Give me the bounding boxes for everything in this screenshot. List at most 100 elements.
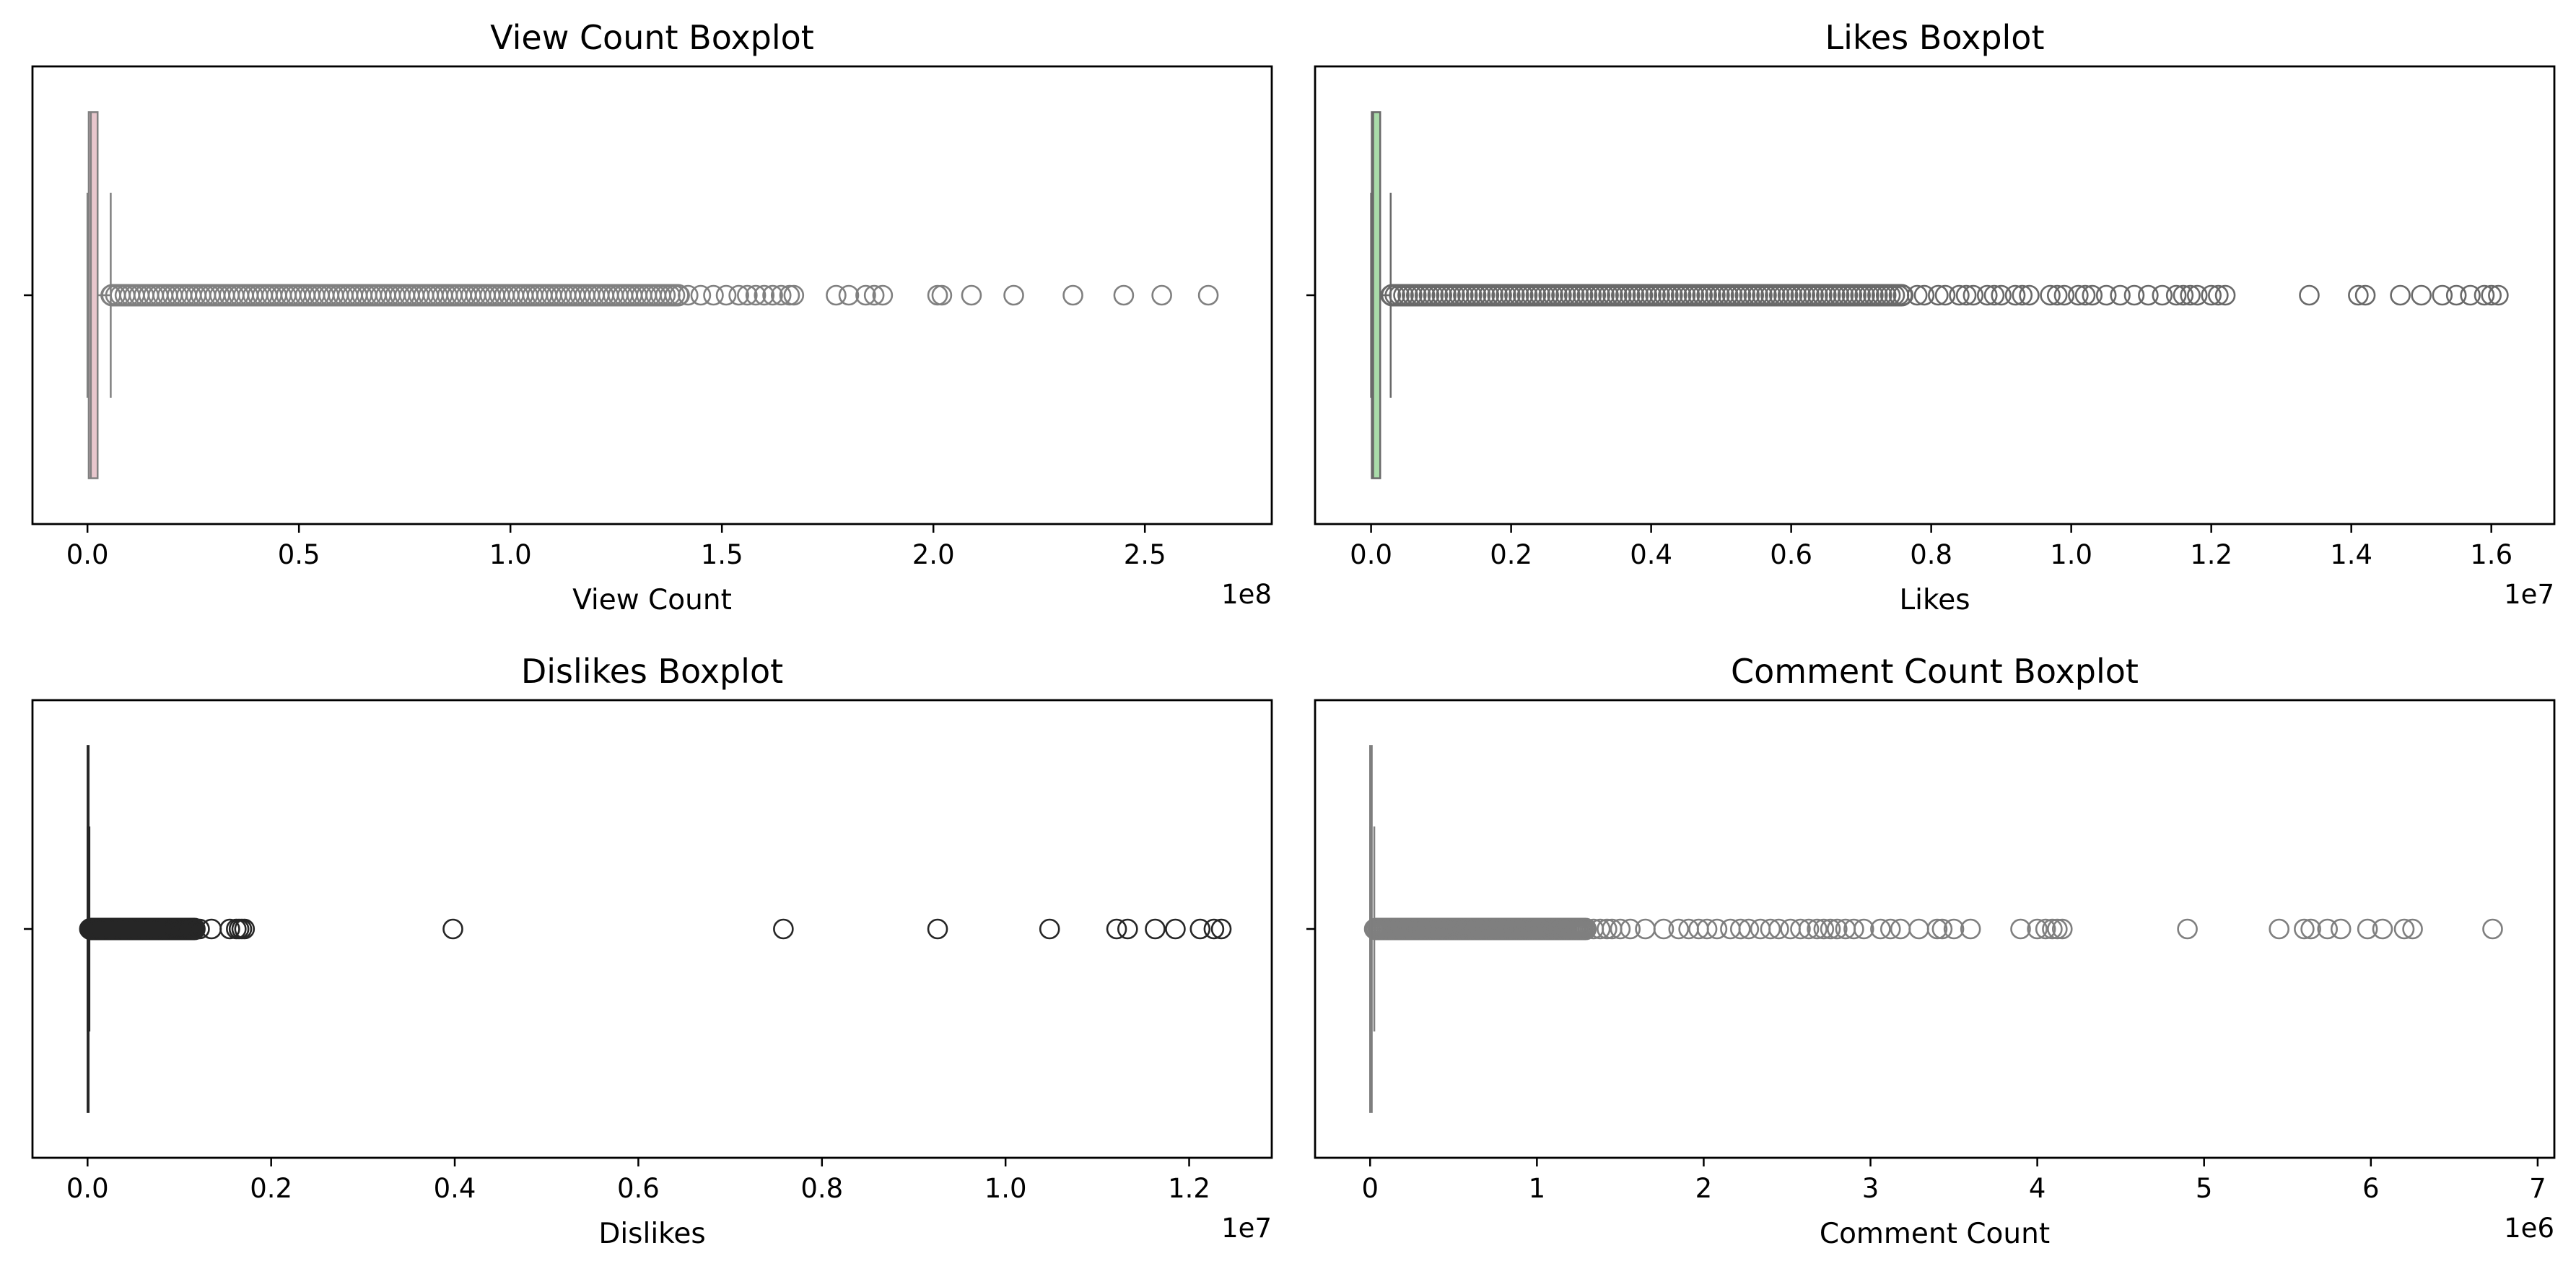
subplot-2: Likes Boxplot 0.0 0.2 0.4 0.6 0.8 1.0 1.2 1.4 1.6… — [1306, 18, 2556, 616]
outlier-point — [1113, 284, 1135, 306]
outlier-point — [2186, 284, 2208, 306]
x-tick-label: 1.0 — [489, 539, 532, 570]
outlier-point — [728, 284, 749, 306]
outlier-point — [2110, 284, 2131, 306]
outlier-point — [1906, 284, 1928, 306]
outlier-point — [1003, 284, 1024, 306]
x-tick-label: 5 — [2196, 1173, 2213, 1204]
outlier-point — [773, 918, 794, 940]
subplot-1: View Count Boxplot 0.0 0.5 1.0 1.5 2.0 2.5 View… — [24, 18, 1273, 616]
outlier-point — [234, 918, 256, 940]
outlier-point — [770, 284, 792, 306]
outlier-point — [1729, 918, 1751, 940]
outlier-point — [2445, 284, 2467, 306]
outlier-point — [2214, 284, 2236, 306]
x-tick-label: 1.2 — [2190, 539, 2232, 570]
outlier-point — [715, 284, 737, 306]
x-tick-label: 0.2 — [1490, 539, 1532, 570]
outlier-point — [189, 918, 210, 940]
outlier-point — [678, 284, 699, 306]
outlier-point — [2068, 284, 2089, 306]
outlier-point — [1189, 918, 1211, 940]
outlier-point — [1039, 918, 1060, 940]
x-offset-label: 1e8 — [1221, 579, 1272, 610]
outlier-point — [931, 284, 953, 306]
outlier-point — [2317, 918, 2339, 940]
x-axis-label: Dislikes — [598, 1218, 705, 1250]
outlier-point — [184, 918, 206, 940]
outlier-point — [2035, 918, 2056, 940]
outlier-point — [1931, 918, 1953, 940]
outlier-point — [1589, 918, 1611, 940]
outlier-point — [2330, 918, 2352, 940]
outlier-point — [2138, 284, 2159, 306]
x-tick-label: 2.0 — [912, 539, 955, 570]
outlier-point — [1960, 918, 1981, 940]
outlier-point — [2402, 918, 2423, 940]
outlier-point — [2082, 284, 2103, 306]
outlier-point — [2393, 918, 2415, 940]
outlier-point — [1610, 918, 1631, 940]
x-tick-label: 1.5 — [701, 539, 743, 570]
outlier-point — [1790, 918, 1811, 940]
outlier-point — [442, 918, 463, 940]
outlier-point — [1203, 918, 1225, 940]
outlier-point — [1668, 918, 1690, 940]
x-offset-label: 1e7 — [1221, 1213, 1272, 1244]
subplot-title: Likes Boxplot — [1825, 18, 2045, 57]
outlier-point — [2432, 284, 2453, 306]
outlier-point — [1835, 918, 1856, 940]
outlier-point — [2488, 284, 2509, 306]
x-tick-label: 0.4 — [1630, 539, 1672, 570]
outlier-point — [1949, 284, 1970, 306]
outlier-point — [754, 284, 775, 306]
outlier-point — [1820, 918, 1841, 940]
outlier-point — [2201, 284, 2222, 306]
outlier-point — [703, 284, 724, 306]
outlier-point — [1870, 918, 1891, 940]
x-tick-label: 0.5 — [278, 539, 320, 570]
outlier-point — [1597, 918, 1617, 940]
subplot-3: Dislikes Boxplot 0.0 0.2 0.4 0.6 0.8 1.0 1.2 Dis… — [24, 652, 1273, 1250]
outlier-point — [1928, 284, 1949, 306]
x-tick-label: 0.0 — [66, 539, 109, 570]
outlier-point — [838, 284, 860, 306]
outlier-point — [1760, 918, 1781, 940]
outlier-point — [1145, 918, 1166, 940]
subplot-title: View Count Boxplot — [490, 18, 814, 57]
x-tick-label: 2 — [1695, 1173, 1713, 1204]
outlier-point — [961, 284, 982, 306]
subplot-4: Comment Count Boxplot 0 1 2 3 4 5 6 7 Comment Cou… — [1306, 652, 2556, 1250]
outlier-point — [1602, 918, 1623, 940]
x-tick-label: 0.0 — [1350, 539, 1392, 570]
x-tick-label: 1.0 — [984, 1173, 1027, 1204]
x-tick-label: 7 — [2529, 1173, 2546, 1204]
outlier-point — [1106, 918, 1127, 940]
outlier-point — [855, 284, 876, 306]
outlier-point — [2051, 918, 2073, 940]
outlier-point — [2040, 284, 2061, 306]
x-axis-label: Comment Count — [1820, 1218, 2050, 1250]
outlier-point — [2482, 918, 2503, 940]
outlier-point — [2411, 284, 2432, 306]
outlier-point — [2481, 284, 2502, 306]
outlier-point — [1062, 284, 1083, 306]
outlier-point — [1908, 918, 1929, 940]
x-tick-label: 0 — [1361, 1173, 1379, 1204]
outlier-point — [872, 284, 894, 306]
outlier-point — [2047, 918, 2068, 940]
outlier-point — [2019, 284, 2040, 306]
x-tick-label: 1.0 — [2050, 539, 2092, 570]
outlier-point — [1962, 284, 1984, 306]
outlier-point — [1696, 918, 1718, 940]
outlier-point — [745, 284, 767, 306]
outlier-point — [1653, 918, 1675, 940]
outlier-point — [2390, 284, 2411, 306]
x-tick-label: 0.6 — [1770, 539, 1812, 570]
x-axis-label: Likes — [1899, 584, 1970, 616]
outlier-point — [1807, 918, 1828, 940]
outlier-point — [1813, 918, 1835, 940]
outlier-point — [2460, 284, 2481, 306]
x-tick-label: 0.8 — [800, 1173, 843, 1204]
outlier-point — [2180, 284, 2201, 306]
